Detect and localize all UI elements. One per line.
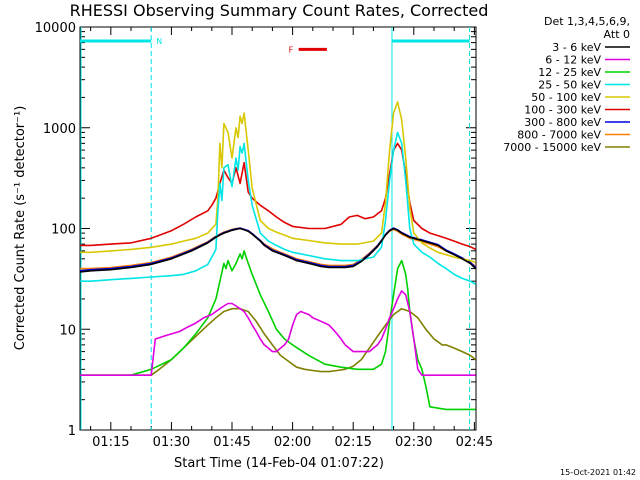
x-tick-label: 01:15	[92, 435, 129, 450]
legend-entry-label: 25 - 50 keV	[538, 79, 601, 92]
x-tick-label: 02:45	[456, 435, 493, 450]
legend-entry-label: 12 - 25 keV	[538, 66, 601, 79]
series-line-1	[80, 290, 476, 377]
legend-entry-label: 50 - 100 keV	[531, 91, 601, 104]
legend-entry-label: 7000 - 15000 keV	[503, 141, 601, 154]
legend-entry-label: 300 - 800 keV	[524, 116, 601, 129]
y-tick-label: 1	[68, 424, 76, 439]
legend-entry-label: 100 - 300 keV	[524, 104, 601, 117]
y-tick-label: 10	[59, 323, 76, 338]
legend-entry-label: 800 - 7000 keV	[517, 129, 601, 142]
legend-entry-label: 3 - 6 keV	[552, 41, 601, 54]
y-tick-label: 1000	[43, 122, 76, 137]
legend-header-line-2: Att 0	[604, 28, 630, 41]
x-tick-label: 02:15	[334, 435, 371, 450]
y-tick-label: 10000	[35, 21, 76, 36]
series-line-0	[80, 227, 477, 273]
x-tick-label: 01:30	[153, 435, 190, 450]
series-line-2	[80, 250, 476, 411]
x-tick-label: 02:30	[395, 435, 432, 450]
plot-area: 01:15 01:30 01:45 02:00 02:15 02:30 02:45 1 10 10…	[35, 21, 493, 450]
series-line-8	[80, 307, 477, 377]
plot-frame	[79, 26, 477, 431]
x-tick-label: 01:45	[213, 435, 250, 450]
night-marker-label: N	[156, 37, 162, 46]
series-line-3	[80, 131, 476, 285]
legend-header-line-1: Det 1,3,4,5,6,9,	[544, 15, 630, 28]
series-line-5	[80, 142, 476, 251]
footer-timestamp: 15-Oct-2021 01:42	[560, 468, 636, 477]
x-tick-label: 02:00	[274, 435, 311, 450]
series-line-4	[80, 101, 476, 264]
legend-entry-label: 6 - 12 keV	[545, 54, 601, 67]
y-axis-label: Corrected Count Rate (s⁻¹ detector⁻¹)	[13, 106, 28, 351]
x-axis-label: Start Time (14-Feb-04 01:07:22)	[174, 456, 384, 471]
y-tick-label: 100	[51, 223, 76, 238]
chart-title: RHESSI Observing Summary Count Rates, Co…	[70, 1, 489, 20]
flare-marker-label: F	[289, 45, 294, 54]
